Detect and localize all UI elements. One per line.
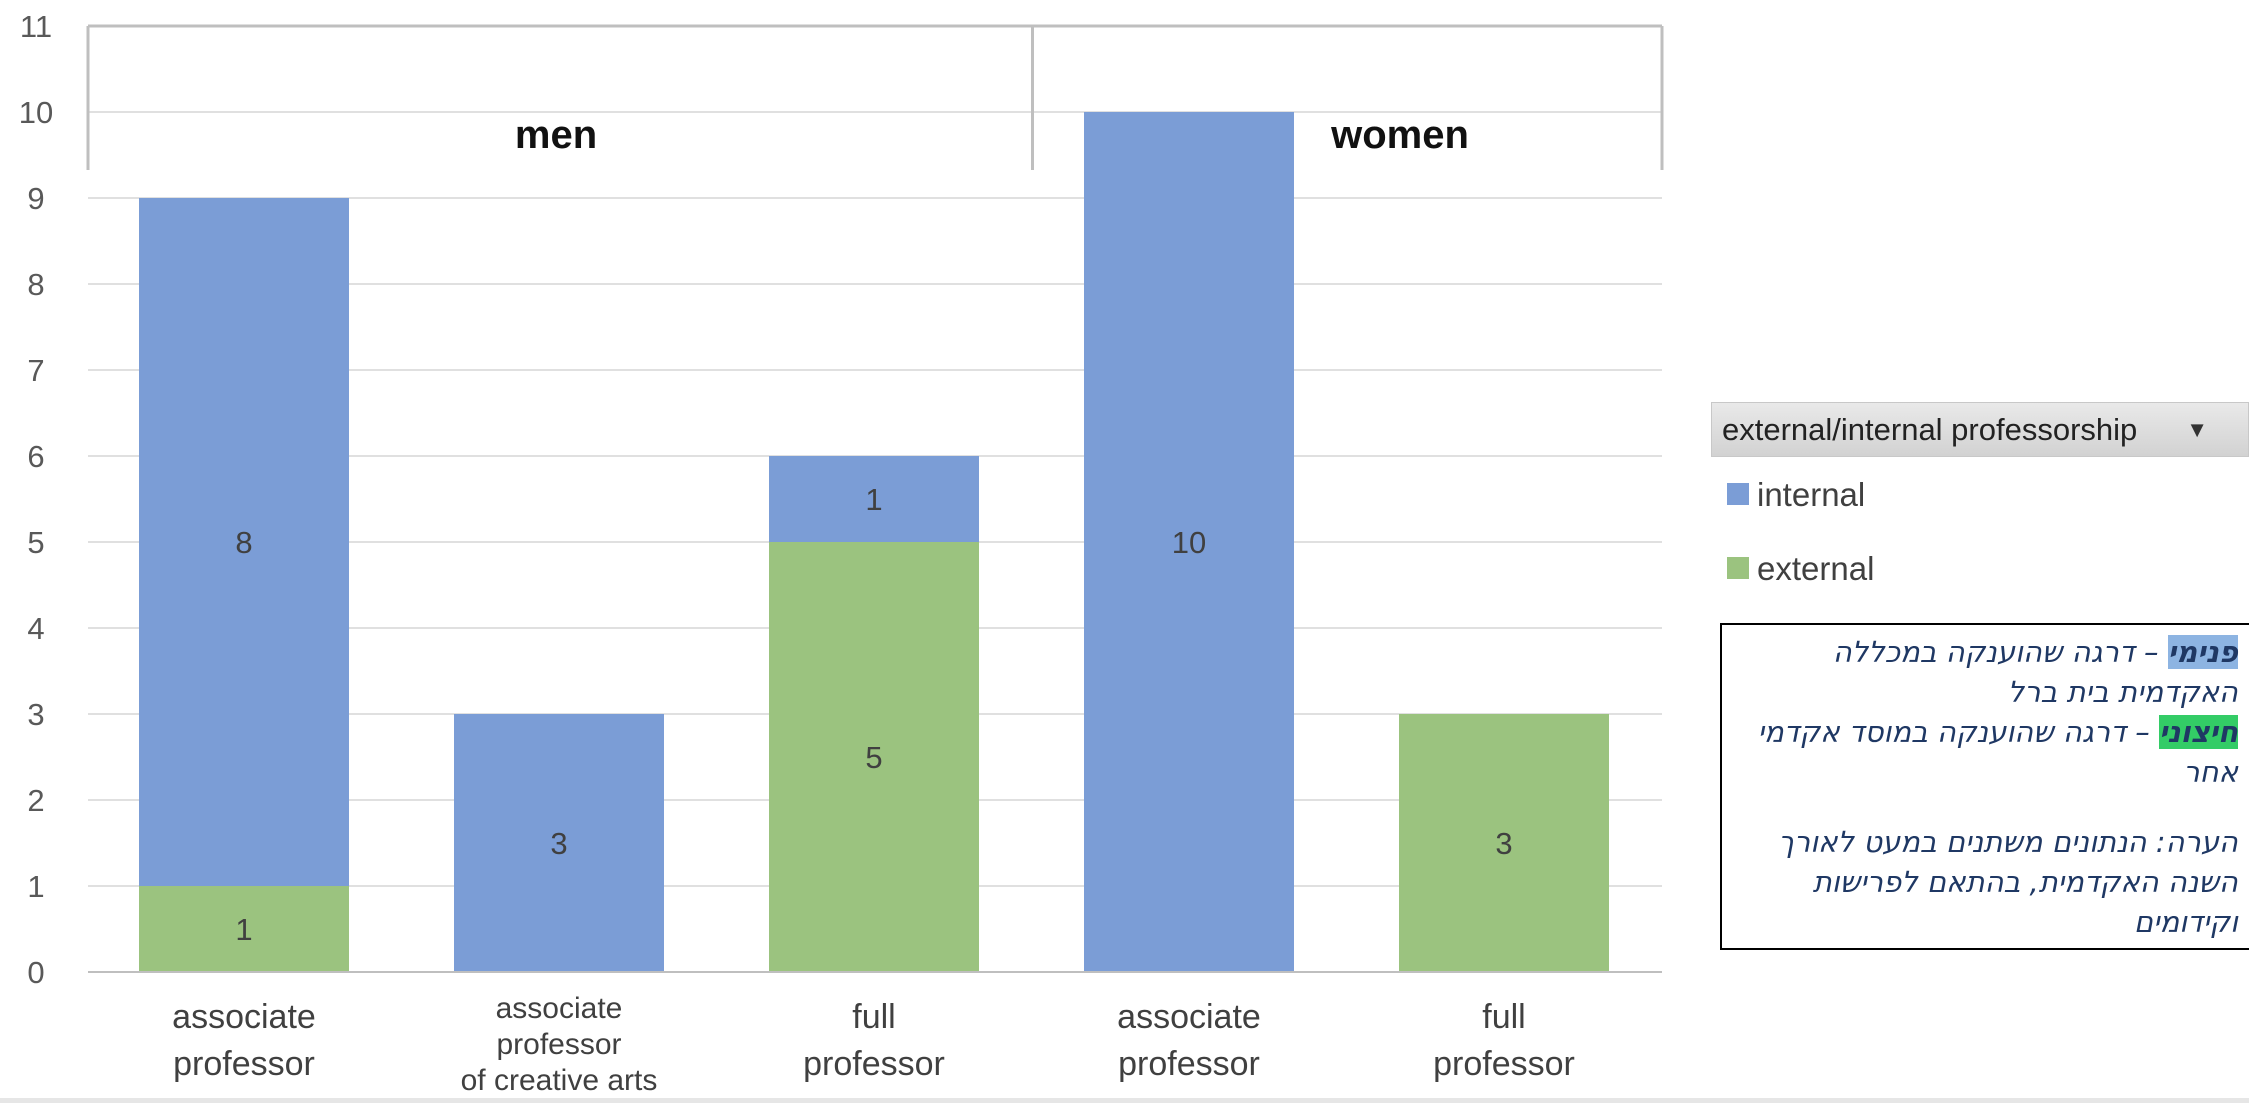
y-tick-label: 2 (27, 783, 44, 818)
x-category-label: professor (1433, 1045, 1575, 1083)
note-external-definition: – דרגה שהוענקה במוסד אקדמי (1757, 715, 2159, 749)
bar-external (139, 886, 349, 972)
group-label-men: men (515, 113, 597, 157)
y-tick-label: 7 (27, 353, 44, 388)
data-label: 3 (550, 826, 567, 861)
legend-swatch-internal (1727, 483, 1749, 506)
x-category-label: professor (803, 1045, 945, 1083)
y-tick-label: 9 (27, 181, 44, 216)
x-category-label: associate (496, 992, 623, 1025)
legend-label-internal: internal (1757, 476, 1866, 513)
y-tick-label: 10 (19, 95, 53, 130)
y-tick-label: 4 (27, 611, 44, 646)
note-internal-definition: – דרגה שהוענקה במכללה (1832, 635, 2168, 669)
bar-external (1399, 714, 1609, 972)
y-tick-label: 8 (27, 267, 44, 302)
x-category-label: professor (496, 1028, 621, 1061)
x-category-label: associate (1117, 998, 1261, 1036)
note-line-7: וקידומים (2133, 905, 2238, 939)
note-line-4: אחר (2183, 755, 2238, 789)
y-tick-label: 3 (27, 697, 44, 732)
legend-label-external: external (1757, 550, 1875, 587)
x-category-label: full (852, 998, 895, 1036)
y-tick-label: 5 (27, 525, 44, 560)
bottom-scroll-strip (0, 1098, 2249, 1103)
note-external-term: חיצוני (2158, 715, 2238, 749)
bar-internal (454, 714, 664, 972)
legend-item-internal: internal (1727, 475, 1865, 515)
legend-item-external: external (1727, 549, 1874, 589)
data-label: 8 (235, 525, 252, 560)
y-tick-label: 1 (27, 869, 44, 904)
legend-filter-header[interactable]: external/internal professorship ▼ (1711, 402, 2249, 457)
bar-internal (139, 198, 349, 886)
note-box: פנימי – דרגה שהוענקה במכללה האקדמית בית … (1720, 623, 2249, 950)
x-category-label: professor (173, 1045, 315, 1083)
data-label: 5 (865, 740, 882, 775)
legend-swatch-external (1727, 557, 1749, 580)
data-label: 1 (235, 912, 252, 947)
note-line-1: פנימי – דרגה שהוענקה במכללה (1833, 635, 2238, 669)
x-category-label: associate (172, 998, 316, 1036)
data-label: 10 (1172, 525, 1206, 560)
group-label-women: women (1330, 113, 1469, 157)
bar-internal (1084, 112, 1294, 972)
y-tick-label: 0 (27, 955, 44, 990)
legend-title: external/internal professorship (1722, 412, 2138, 447)
x-category-label: professor (1118, 1045, 1260, 1083)
bar-external (769, 542, 979, 972)
note-line-3: חיצוני – דרגה שהוענקה במוסד אקדמי (1758, 715, 2238, 749)
x-category-label: of creative arts (461, 1064, 658, 1097)
bar-internal (769, 456, 979, 542)
x-category-label: full (1482, 998, 1525, 1036)
y-tick-label: 6 (27, 439, 44, 474)
chevron-down-icon[interactable]: ▼ (2186, 417, 2208, 442)
data-label: 3 (1495, 826, 1512, 861)
legend: external/internal professorship ▼ intern… (1711, 402, 2249, 602)
note-line-5: הערה: הנתונים משתנים במעט לאורך (1778, 825, 2238, 859)
y-tick-label: 11 (20, 9, 52, 44)
note-line-6: השנה האקדמית, בהתאם לפרישות (1812, 865, 2238, 899)
note-internal-term: פנימי (2167, 635, 2238, 669)
note-line-2: האקדמית בית ברל (2007, 675, 2238, 709)
data-label: 1 (865, 482, 882, 517)
